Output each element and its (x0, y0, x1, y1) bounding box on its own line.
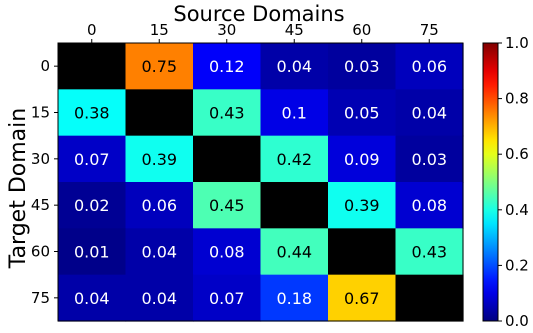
heatmap-cell-r5-c2 (193, 274, 262, 322)
heatmap-cell-r2-c2 (193, 135, 262, 183)
heatmap-cell-r1-c3 (260, 89, 329, 137)
cell-value-label: 0.12 (209, 57, 245, 76)
cell-value-label: 0.43 (209, 104, 245, 123)
cell-value-label: 0.06 (411, 57, 447, 76)
cell-value-label: 0.39 (344, 196, 380, 215)
x-tick-label: 30 (217, 21, 236, 39)
heatmap-cell-r3-c0 (58, 182, 127, 229)
cell-value-label: 0.04 (74, 289, 110, 308)
cell-value-label: 0.05 (344, 104, 380, 123)
x-axis-title: Source Domains (173, 2, 344, 26)
heatmap-cell-r2-c0 (58, 135, 127, 183)
heatmap-cell-r4-c0 (58, 228, 127, 276)
heatmap-cell-r0-c3 (260, 43, 329, 90)
heatmap-cell-r5-c4 (328, 274, 397, 322)
cell-value-label: 0.04 (141, 289, 177, 308)
heatmap-cell-r1-c4 (328, 89, 397, 137)
heatmap-cell-r5-c3 (260, 274, 329, 322)
cell-value-label: 0.02 (74, 196, 110, 215)
cell-value-label: 0.04 (276, 57, 312, 76)
y-tick-label: 75 (31, 289, 50, 307)
cell-value-label: 0.04 (141, 243, 177, 262)
heatmap-cell-r3-c1 (125, 182, 194, 229)
x-tick-label: 0 (87, 21, 97, 39)
y-tick-label: 60 (31, 243, 50, 261)
heatmap-cell-r4-c5 (395, 228, 464, 276)
heatmap-cell-r1-c0 (58, 89, 127, 137)
y-axis-title: Target Domain (6, 108, 31, 269)
heatmap-cell-r1-c1 (125, 89, 194, 137)
cell-value-label: 0.67 (344, 289, 380, 308)
heatmap-cell-r0-c4 (328, 43, 397, 90)
heatmap-cell-r2-c5 (395, 135, 464, 183)
y-tick-labels: 0 15 30 45 60 75 (31, 57, 58, 307)
cell-value-label: 0.07 (74, 150, 110, 169)
heatmap-cell-r3-c5 (395, 182, 464, 229)
colorbar: 0.0 0.2 0.4 0.6 0.8 1.0 (482, 34, 529, 330)
colorbar-tick-label: 0.6 (505, 145, 529, 163)
cell-value-label: 0.01 (74, 243, 110, 262)
plot-frame (57, 42, 464, 322)
x-tick-label: 15 (150, 21, 169, 39)
heatmap-cell-r3-c4 (328, 182, 397, 229)
cell-value-label: 0.43 (411, 243, 447, 262)
y-tick-label: 0 (40, 57, 50, 75)
heatmap-cell-r0-c0 (58, 43, 127, 90)
heatmap-cell-r3-c3 (260, 182, 329, 229)
heatmap-cell-r4-c3 (260, 228, 329, 276)
y-tick-label: 30 (31, 150, 50, 168)
cell-value-label: 0.03 (344, 57, 380, 76)
heatmap-cells: 0.75 0.12 0.04 0.03 0.06 0.38 0.43 0.1 0.05 0.04 0… (57, 42, 464, 322)
heatmap-cell-r2-c3 (260, 135, 329, 183)
cell-value-label: 0.45 (209, 196, 245, 215)
cell-value-label: 0.38 (74, 104, 110, 123)
heatmap-cell-r2-c4 (328, 135, 397, 183)
colorbar-bar (482, 42, 499, 322)
y-tick-label: 45 (31, 196, 50, 214)
heatmap-cell-r5-c5 (395, 274, 464, 322)
heatmap-cell-r1-c2 (193, 89, 262, 137)
y-tick-label: 15 (31, 104, 50, 122)
x-tick-label: 60 (352, 21, 371, 39)
x-tick-label: 75 (420, 21, 439, 39)
heatmap-cell-r4-c4 (328, 228, 397, 276)
cell-value-label: 0.75 (141, 57, 177, 76)
cell-value-label: 0.1 (282, 104, 307, 123)
heatmap-cell-r0-c1 (125, 43, 194, 90)
cell-value-label: 0.09 (344, 150, 380, 169)
x-tick-label: 45 (285, 21, 304, 39)
cell-value-label: 0.08 (411, 196, 447, 215)
heatmap-cell-r3-c2 (193, 182, 262, 229)
cell-value-label: 0.08 (209, 243, 245, 262)
cell-value-label: 0.39 (141, 150, 177, 169)
colorbar-tick-label: 1.0 (505, 34, 529, 52)
cell-value-label: 0.06 (141, 196, 177, 215)
heatmap-cell-r4-c2 (193, 228, 262, 276)
heatmap-cell-r4-c1 (125, 228, 194, 276)
heatmap-cell-r0-c2 (193, 43, 262, 90)
cell-value-label: 0.03 (411, 150, 447, 169)
colorbar-tick-label: 0.4 (505, 201, 529, 219)
x-tick-labels: 0 15 30 45 60 75 (87, 21, 439, 43)
colorbar-tick-label: 0.8 (505, 90, 529, 108)
colorbar-tick-label: 0.0 (505, 312, 529, 330)
cell-value-label: 0.07 (209, 289, 245, 308)
heatmap-cell-r0-c5 (395, 43, 464, 90)
colorbar-tick-label: 0.2 (505, 256, 529, 274)
cell-value-label: 0.42 (276, 150, 312, 169)
heatmap-cell-r2-c1 (125, 135, 194, 183)
cell-value-label: 0.44 (276, 243, 312, 262)
cell-value-label: 0.18 (276, 289, 312, 308)
cell-value-label: 0.04 (411, 104, 447, 123)
heatmap-cell-r1-c5 (395, 89, 464, 137)
heatmap-cell-r5-c1 (125, 274, 194, 322)
heatmap-cell-r5-c0 (58, 274, 127, 322)
